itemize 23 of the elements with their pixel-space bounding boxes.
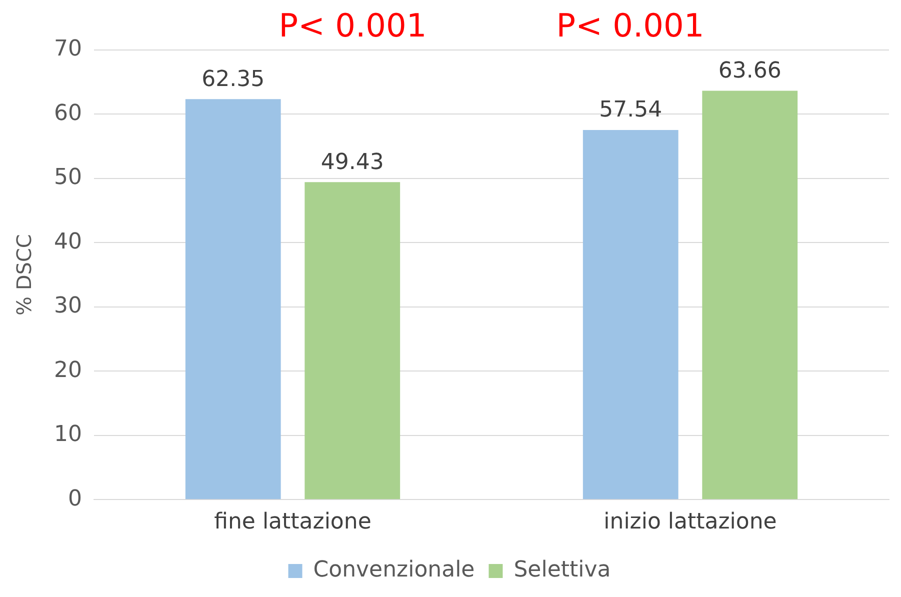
x-tick-label: inizio lattazione — [604, 510, 777, 535]
y-tick-label: 30 — [54, 294, 82, 319]
y-axis-title: % DSCC — [12, 234, 36, 316]
data-label: 57.54 — [599, 98, 662, 123]
y-tick-label: 20 — [54, 358, 82, 383]
y-tick-label: 60 — [54, 100, 82, 126]
y-tick-label: 10 — [54, 422, 82, 448]
legend-label: Convenzionale — [313, 558, 475, 583]
text: P< 0.001 — [278, 6, 427, 44]
bar — [185, 99, 281, 500]
y-tick-label: 50 — [54, 165, 82, 190]
y-tick-label: 0 — [68, 486, 82, 512]
bar — [304, 182, 400, 500]
x-tick-label: fine lattazione — [214, 510, 372, 535]
text: P< 0.001 — [556, 6, 704, 44]
bar — [582, 130, 678, 500]
y-tick-label: 70 — [54, 36, 82, 62]
y-tick-label: 40 — [54, 229, 82, 254]
bar — [702, 90, 798, 500]
data-label: 63.66 — [718, 58, 782, 84]
data-label: 62.35 — [202, 66, 265, 92]
data-label: 49.43 — [320, 150, 384, 175]
legend-label: Selettiva — [514, 558, 611, 583]
